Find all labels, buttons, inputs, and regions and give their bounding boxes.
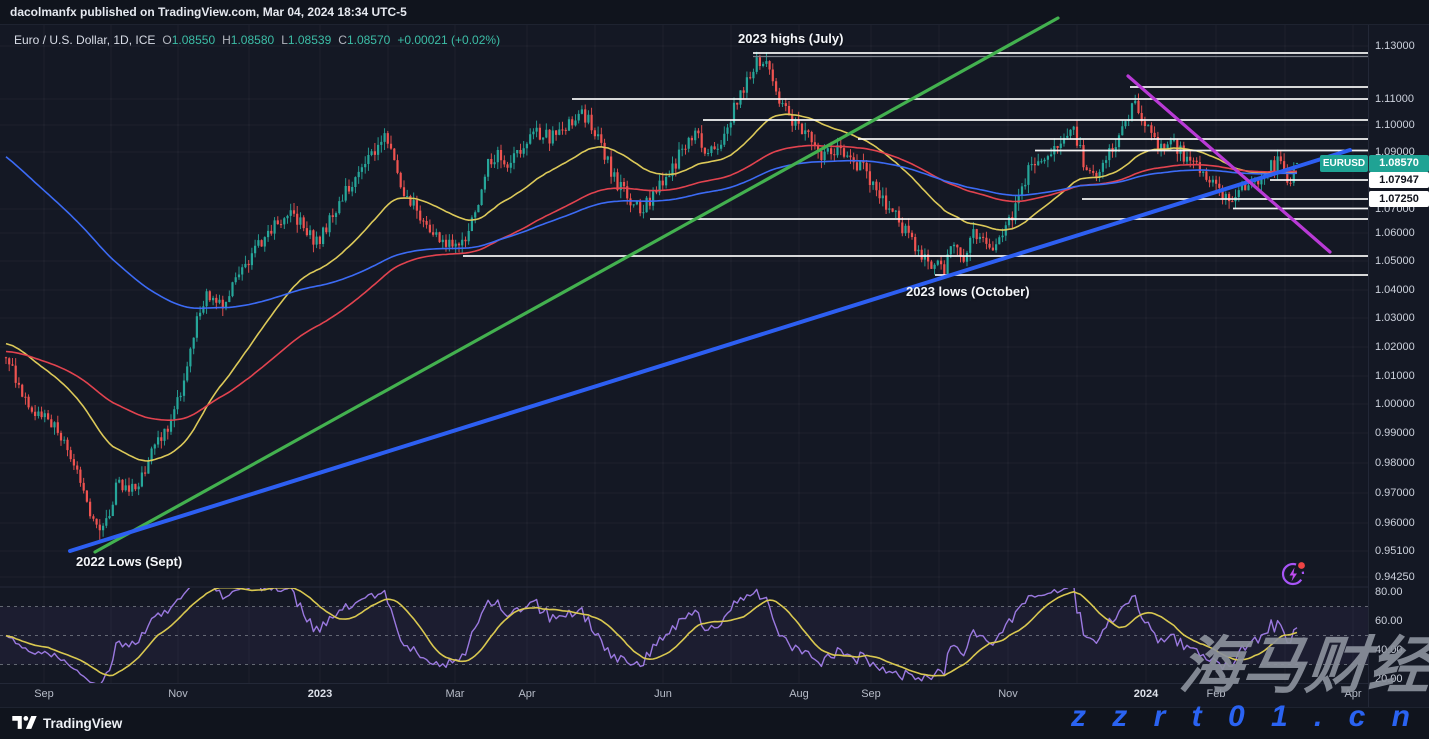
price-axis-label: 60.00 [1375,615,1403,627]
price-axis-label: 1.13000 [1375,40,1415,52]
price-axis-label: 40.00 [1375,644,1403,656]
time-axis-label: Feb [1206,688,1226,700]
price-axis-label: 0.96000 [1375,517,1415,529]
watermark-chinese: 海马财经 [1176,632,1429,701]
price-axis-label: 1.04000 [1375,284,1415,296]
price-axis-label: 0.99000 [1375,427,1415,439]
price-axis-label: 0.95100 [1375,545,1415,557]
time-axis-label: Apr [1344,688,1362,700]
ohlc-key: L [281,33,288,47]
time-axis-label: Apr [518,688,536,700]
symbol-tag-badge: EURUSD [1320,154,1368,172]
price-axis-label: 1.00000 [1375,398,1415,410]
change-value: +0.00021 (+0.02%) [397,33,501,47]
price-axis-label: 0.94250 [1375,571,1415,583]
tradingview-logo-icon [12,716,37,729]
time-axis-label: 2023 [307,688,333,700]
ema-fast-line [5,113,1298,462]
chart-grid [0,25,1368,683]
boost-lightning-icon[interactable] [1281,562,1305,586]
publish-info-text: dacolmanfx published on TradingView.com,… [10,5,407,19]
price-axis-label: 1.01000 [1375,370,1415,382]
price-axis-label: 1.03000 [1375,312,1415,324]
watermark-site: z z r t 0 1 . c n [1070,700,1419,733]
time-axis-label: Sep [34,688,54,700]
price-axis-label: 1.11000 [1375,93,1414,105]
ohlc-value: 1.08550 [171,33,216,47]
level-price-badge: 1.07250 [1369,191,1429,207]
time-axis-label: Nov [168,688,188,700]
time-axis-label: Mar [445,688,465,700]
symbol-legend[interactable]: Euro / U.S. Dollar, 1D, ICE O1.08550 H1.08… [14,33,500,49]
attribution-bar [0,707,1429,739]
time-axis-label: Nov [998,688,1018,700]
uptrend-blue [68,148,1352,553]
downtrend-purple [1126,74,1332,254]
price-axis-label: 1.10000 [1375,119,1415,131]
price-axis[interactable]: 1.13000 1.11000 1.10000 1.09000 1.07000 1.060… [1368,25,1429,707]
ohlc-key: H [222,33,231,47]
tradingview-attribution[interactable]: TradingView [12,714,122,733]
ohlc-key: O [162,33,172,47]
price-axis-label: 1.06000 [1375,227,1415,239]
time-axis-label: Sep [861,688,881,700]
trendlines[interactable] [68,16,1352,554]
price-axis-label: 1.02000 [1375,341,1415,353]
ema-mid-line [5,144,1298,422]
time-axis[interactable]: Sep Nov 2023 Mar Apr Jun Aug Sep Nov 2024 Feb Apr [0,683,1368,708]
rsi-band [0,606,1368,665]
price-axis-label: 1.05000 [1375,255,1415,267]
ohlc-value: 1.08580 [230,33,275,47]
time-axis-label: Aug [789,688,809,700]
support-resistance-lines[interactable] [463,52,1368,276]
symbol-title: Euro / U.S. Dollar, 1D, ICE [14,33,156,47]
annotation-label[interactable]: 2023 lows (October) [906,284,1030,299]
publish-info-bar: dacolmanfx published on TradingView.com,… [0,0,1429,25]
price-axis-label: 20.00 [1375,673,1403,685]
rsi-indicator[interactable] [5,578,1298,685]
time-axis-label: Jun [654,688,672,700]
uptrend-green [93,16,1060,554]
level-price-badge: 1.07947 [1369,172,1429,188]
ema-slow-line [5,156,1298,310]
ohlc-values: O1.08550 H1.08580 L1.08539 C1.08570 [155,33,390,47]
tradingview-logo-text: TradingView [43,716,123,731]
rsi-ma-line [5,588,1298,677]
ohlc-value: 1.08570 [346,33,391,47]
last-price-badge: 1.08570 [1369,154,1429,172]
annotation-label[interactable]: 2022 Lows (Sept) [76,554,183,569]
price-axis-label: 0.97000 [1375,487,1415,499]
moving-average-lines[interactable] [5,113,1298,462]
time-axis-label: 2024 [1133,688,1159,700]
price-axis-label: 0.98000 [1375,457,1415,469]
rsi-line [5,588,1298,683]
ohlc-value: 1.08539 [287,33,332,47]
annotation-label[interactable]: 2023 highs (July) [738,31,844,46]
ohlc-key: C [338,33,347,47]
price-axis-label: 80.00 [1375,586,1403,598]
